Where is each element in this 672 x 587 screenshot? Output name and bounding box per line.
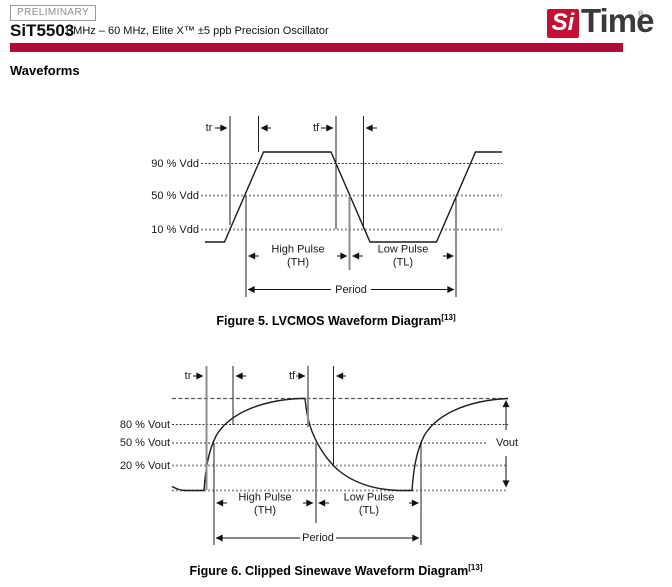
fig5-90pct-label: 90 % Vdd bbox=[151, 157, 199, 170]
fig5-low-pulse-label: Low Pulse (TL) bbox=[378, 244, 429, 269]
fig6-vout-label: Vout bbox=[495, 437, 519, 449]
fig6-th-text: (TH) bbox=[253, 504, 276, 516]
figure5-caption: Figure 5. LVCMOS Waveform Diagram[13] bbox=[0, 313, 672, 328]
figure5-lvcmos-diagram bbox=[201, 116, 502, 297]
fig6-50pct-label: 50 % Vout bbox=[119, 437, 170, 449]
logo-registered-icon: ® bbox=[638, 11, 644, 18]
fig6-period-label: Period bbox=[302, 532, 334, 544]
fig6-tl-text: (TL) bbox=[358, 504, 380, 516]
fig6-high-pulse-text: High Pulse bbox=[238, 491, 292, 504]
section-title-waveforms: Waveforms bbox=[10, 63, 80, 78]
fig6-tf-label: tf bbox=[288, 370, 296, 382]
fig6-20pct-label: 20 % Vout bbox=[119, 459, 170, 472]
figure6-caption-text: Figure 6. Clipped Sinewave Waveform Diag… bbox=[189, 564, 469, 579]
figure6-caption: Figure 6. Clipped Sinewave Waveform Diag… bbox=[0, 563, 672, 578]
fig6-80pct-label: 80 % Vout bbox=[119, 418, 170, 431]
product-subtitle: 1 MHz – 60 MHz, Elite X™ ±5 ppb Precisio… bbox=[64, 25, 329, 37]
logo-si-mark: Si bbox=[547, 9, 579, 38]
fig6-clipped-sinewave-waveform bbox=[171, 397, 509, 492]
fig5-10pct-label: 10 % Vdd bbox=[151, 223, 199, 236]
figure6-caption-note: [13] bbox=[468, 563, 483, 572]
preliminary-badge: PRELIMINARY bbox=[10, 5, 97, 21]
fig6-low-pulse-label: Low Pulse (TL) bbox=[344, 492, 395, 517]
fig6-high-pulse-label: High Pulse (TH) bbox=[238, 492, 291, 517]
figure6-clipped-sinewave-diagram bbox=[171, 366, 510, 545]
fig5-high-pulse-label: High Pulse (TH) bbox=[271, 244, 324, 269]
logo-time-text: Time bbox=[581, 2, 654, 39]
figure5-caption-note: [13] bbox=[441, 313, 456, 322]
part-number: SiT5503 bbox=[10, 21, 75, 40]
fig6-low-pulse-text: Low Pulse bbox=[343, 491, 395, 504]
fig5-tl-text: (TL) bbox=[392, 256, 414, 268]
fig5-th-text: (TH) bbox=[286, 256, 309, 268]
fig5-tf-label: tf bbox=[312, 122, 320, 134]
figure5-caption-text: Figure 5. LVCMOS Waveform Diagram bbox=[216, 314, 442, 329]
fig6-tr-label: tr bbox=[184, 370, 192, 382]
fig5-tr-label: tr bbox=[205, 122, 213, 134]
fig5-50pct-label: 50 % Vdd bbox=[151, 189, 199, 202]
header-accent-bar bbox=[10, 43, 623, 52]
fig5-period-label: Period bbox=[335, 283, 367, 296]
fig5-high-pulse-text: High Pulse bbox=[271, 243, 325, 256]
fig5-low-pulse-text: Low Pulse bbox=[377, 243, 429, 256]
